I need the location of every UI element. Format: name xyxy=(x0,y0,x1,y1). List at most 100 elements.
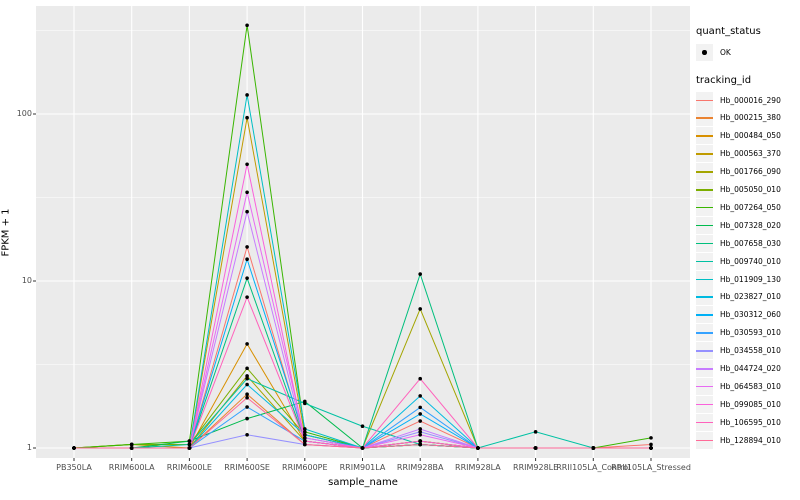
data-point[interactable] xyxy=(360,446,365,450)
x-tick-label: RRII105LA_Control xyxy=(556,463,631,472)
data-point[interactable] xyxy=(72,446,76,450)
legend-key-quant-ok[interactable] xyxy=(696,44,713,61)
data-point[interactable] xyxy=(129,442,134,447)
data-point[interactable] xyxy=(245,382,249,387)
line-swatch-icon xyxy=(696,439,713,442)
data-point[interactable] xyxy=(303,430,307,434)
data-point[interactable] xyxy=(245,209,249,214)
legend-key-Hb_044724_020[interactable] xyxy=(696,360,713,377)
data-point[interactable] xyxy=(418,376,423,381)
data-point[interactable] xyxy=(418,394,423,398)
legend-label-tracking-id: Hb_044724_020 xyxy=(720,364,781,373)
data-point[interactable] xyxy=(303,401,307,406)
data-point[interactable] xyxy=(245,395,249,400)
legend-key-Hb_000016_290[interactable] xyxy=(696,91,713,109)
legend-key-Hb_023827_010[interactable] xyxy=(696,288,713,306)
line-swatch-icon xyxy=(696,117,713,119)
x-tick-label: PB350LA xyxy=(56,463,92,472)
legend-key-Hb_007658_030[interactable] xyxy=(696,234,713,252)
data-point[interactable] xyxy=(418,405,423,410)
point-symbol-icon xyxy=(702,50,707,55)
legend-key-Hb_099085_010[interactable] xyxy=(696,395,713,413)
legend-title-tracking-id: tracking_id xyxy=(696,75,752,86)
line-swatch-icon xyxy=(696,135,713,137)
data-point[interactable] xyxy=(649,446,653,450)
legend-key-Hb_007264_050[interactable] xyxy=(696,198,713,216)
legend-key-Hb_030312_060[interactable] xyxy=(696,306,713,324)
legend-label-tracking-id: Hb_007658_030 xyxy=(720,238,781,248)
legend-key-Hb_000484_050[interactable] xyxy=(696,127,713,145)
data-point[interactable] xyxy=(245,342,249,346)
legend-key-Hb_106595_010[interactable] xyxy=(696,413,713,431)
data-point[interactable] xyxy=(418,432,423,437)
data-point[interactable] xyxy=(418,439,423,443)
data-point[interactable] xyxy=(303,442,307,447)
data-point[interactable] xyxy=(418,412,423,416)
data-point[interactable] xyxy=(418,307,423,311)
data-point[interactable] xyxy=(245,115,249,120)
data-point[interactable] xyxy=(649,436,653,440)
legend-key-Hb_009740_010[interactable] xyxy=(696,252,713,270)
legend-label-tracking-id: Hb_000484_050 xyxy=(720,131,781,141)
data-point[interactable] xyxy=(245,366,249,371)
legend-label-tracking-id: Hb_128894_010 xyxy=(720,435,781,445)
data-point[interactable] xyxy=(245,405,249,409)
data-point[interactable] xyxy=(418,427,423,431)
legend-key-Hb_128894_010[interactable] xyxy=(696,431,713,449)
data-point[interactable] xyxy=(418,442,423,447)
data-point[interactable] xyxy=(303,436,307,440)
line-swatch-icon xyxy=(696,260,713,263)
data-point[interactable] xyxy=(649,442,653,447)
legend-key-Hb_064583_010[interactable] xyxy=(696,377,713,395)
data-point[interactable] xyxy=(245,276,249,280)
y-axis-title: FPKM + 1 xyxy=(0,208,12,257)
legend-label-tracking-id: Hb_000563_370 xyxy=(720,149,781,159)
x-tick-label: RRII105LA_Stressed xyxy=(611,463,691,472)
data-point[interactable] xyxy=(245,416,249,421)
data-point[interactable] xyxy=(245,392,249,396)
data-point[interactable] xyxy=(476,446,480,450)
data-point[interactable] xyxy=(303,427,307,431)
legend-key-Hb_005050_010[interactable] xyxy=(696,181,713,198)
data-point[interactable] xyxy=(245,257,249,262)
data-point[interactable] xyxy=(418,430,423,434)
line-swatch-icon xyxy=(696,385,713,388)
data-point[interactable] xyxy=(245,23,249,28)
data-point[interactable] xyxy=(245,374,249,378)
legend-key-Hb_000215_380[interactable] xyxy=(696,109,713,127)
data-point[interactable] xyxy=(533,446,538,450)
line-swatch-icon xyxy=(696,403,713,406)
y-tick-label: 10 xyxy=(21,276,32,285)
data-point[interactable] xyxy=(245,190,249,195)
data-point[interactable] xyxy=(187,439,192,443)
legend-label-tracking-id: Hb_106595_010 xyxy=(720,417,781,427)
legend-label-tracking-id: Hb_000016_290 xyxy=(720,95,781,105)
legend-key-Hb_001766_090[interactable] xyxy=(696,163,713,181)
data-point[interactable] xyxy=(245,162,249,167)
data-point[interactable] xyxy=(303,439,307,443)
data-point[interactable] xyxy=(187,446,192,450)
data-point[interactable] xyxy=(129,446,134,450)
legend-label-tracking-id: Hb_007264_050 xyxy=(720,202,781,212)
data-point[interactable] xyxy=(245,245,249,249)
data-point[interactable] xyxy=(418,272,423,276)
x-tick-label: RRIM928BA xyxy=(396,463,444,472)
legend-key-Hb_011909_130[interactable] xyxy=(696,270,713,288)
data-point[interactable] xyxy=(187,442,192,447)
legend-key-Hb_034558_010[interactable] xyxy=(696,342,713,360)
data-point[interactable] xyxy=(245,432,249,437)
data-point[interactable] xyxy=(303,432,307,437)
data-point[interactable] xyxy=(245,376,249,381)
data-point[interactable] xyxy=(418,419,423,423)
data-point[interactable] xyxy=(245,93,249,97)
legend-key-Hb_007328_020[interactable] xyxy=(696,216,713,234)
legend-label-tracking-id: Hb_030312_060 xyxy=(720,310,781,320)
legend-key-Hb_000563_370[interactable] xyxy=(696,145,713,163)
data-point[interactable] xyxy=(533,430,538,434)
data-point[interactable] xyxy=(245,295,249,299)
data-point[interactable] xyxy=(591,446,596,450)
legend-key-Hb_030593_010[interactable] xyxy=(696,324,713,342)
data-point[interactable] xyxy=(360,424,365,429)
legend-label-tracking-id: Hb_023827_010 xyxy=(720,292,781,302)
